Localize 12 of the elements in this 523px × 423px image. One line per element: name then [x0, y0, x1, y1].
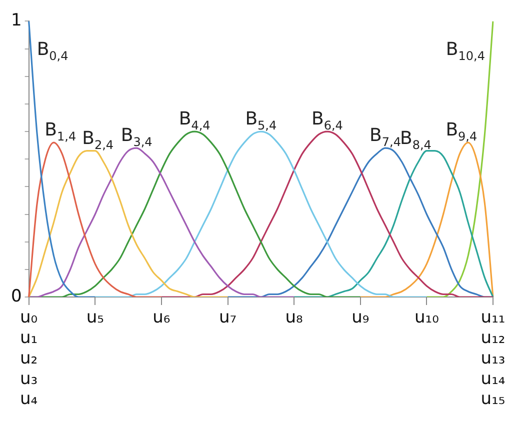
x-tick-label: u₁₀ [414, 308, 440, 328]
line-series [293, 150, 494, 297]
x-tick-label: u₈ [285, 308, 304, 328]
y-tick-label: 1 [10, 10, 22, 31]
x-tick-label: u₅ [86, 308, 104, 328]
x-tick-label: u₆ [152, 308, 170, 328]
x-tick-label: u₀ u₁ u₂ u₃ u₄ [20, 308, 38, 410]
x-tick-label: u₉ [352, 308, 370, 328]
x-tick-label: u₁₁ u₁₂ u₁₃ u₁₄ u₁₅ [480, 308, 506, 410]
x-tick-label: u₇ [218, 308, 237, 328]
line-series [28, 150, 229, 297]
y-tick-label: 0 [10, 286, 22, 306]
